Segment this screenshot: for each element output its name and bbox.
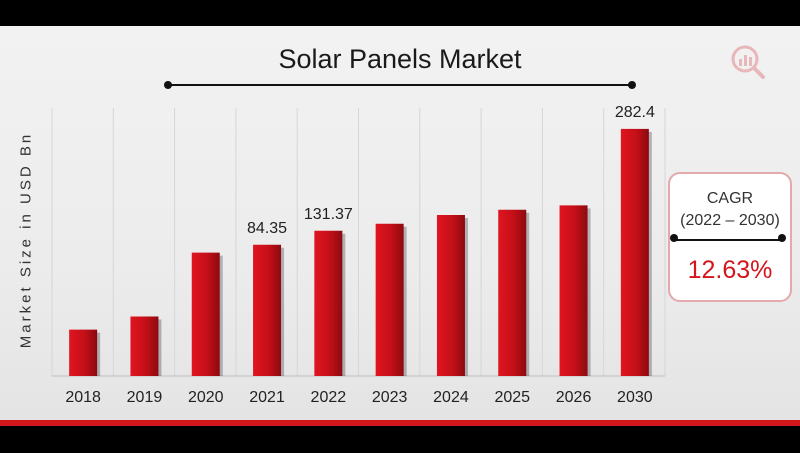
cagr-divider-left-dot (670, 234, 678, 242)
bar-2025 (498, 209, 527, 376)
x-tick-label: 2026 (556, 389, 592, 406)
bar-2020 (191, 252, 220, 376)
cagr-divider (676, 239, 784, 241)
bar-2026 (559, 205, 588, 376)
x-tick-label: 2020 (188, 389, 224, 406)
data-label: 282.4 (615, 104, 655, 121)
title-underline-left-dot (164, 81, 172, 89)
x-tick-label: 2022 (311, 389, 347, 406)
bar-2018 (69, 329, 98, 376)
x-tick-label: 2023 (372, 389, 408, 406)
cagr-callout: CAGR (2022 – 2030) 12.63% (668, 172, 792, 302)
bar-2019 (130, 316, 159, 376)
bar-2023 (375, 223, 404, 376)
x-tick-label: 2030 (617, 389, 653, 406)
cagr-period: (2022 – 2030) (680, 212, 780, 229)
cagr-label: CAGR (706, 190, 754, 207)
data-label: 84.35 (247, 220, 287, 237)
bar-2022 (314, 230, 343, 376)
bar-2030 (620, 128, 649, 376)
magnifier-chart-logo-icon (731, 45, 765, 79)
x-tick-label: 2024 (433, 389, 469, 406)
x-tick-label: 2018 (65, 389, 101, 406)
x-tick-label: 2025 (494, 389, 530, 406)
bar-2024 (436, 215, 465, 376)
bar-2021 (253, 244, 282, 376)
data-label: 131.37 (304, 206, 353, 223)
x-tick-label: 2021 (249, 389, 285, 406)
cagr-value: 12.63% (687, 256, 773, 284)
title-underline (168, 84, 632, 86)
title-underline-right-dot (628, 81, 636, 89)
footer-accent-line (0, 420, 800, 426)
x-tick-label: 2019 (127, 389, 163, 406)
chart-title: Solar Panels Market (278, 44, 522, 74)
cagr-divider-right-dot (778, 234, 786, 242)
